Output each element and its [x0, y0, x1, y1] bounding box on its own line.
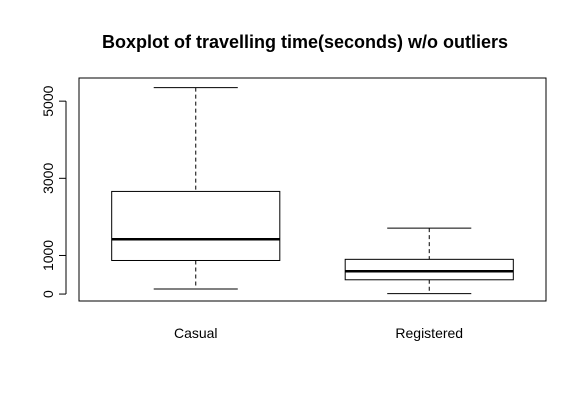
y-tick-label: 1000: [40, 240, 56, 271]
x-tick-label-registered: Registered: [395, 325, 463, 341]
plot-frame: [78, 77, 547, 302]
boxes: [111, 87, 514, 295]
y-tick-label: 5000: [40, 85, 56, 116]
x-tick-label-casual: Casual: [174, 325, 218, 341]
y-axis: 0 1000 3000 5000: [40, 85, 67, 298]
y-tick-label: 3000: [40, 163, 56, 194]
y-tick-label: 0: [40, 290, 56, 298]
box-casual: [111, 87, 281, 290]
box-registered: [344, 227, 514, 295]
iqr-box: [344, 258, 514, 281]
chart-title: Boxplot of travelling time(seconds) w/o …: [102, 32, 508, 52]
x-axis: Casual Registered: [174, 325, 463, 341]
iqr-box: [111, 190, 281, 261]
